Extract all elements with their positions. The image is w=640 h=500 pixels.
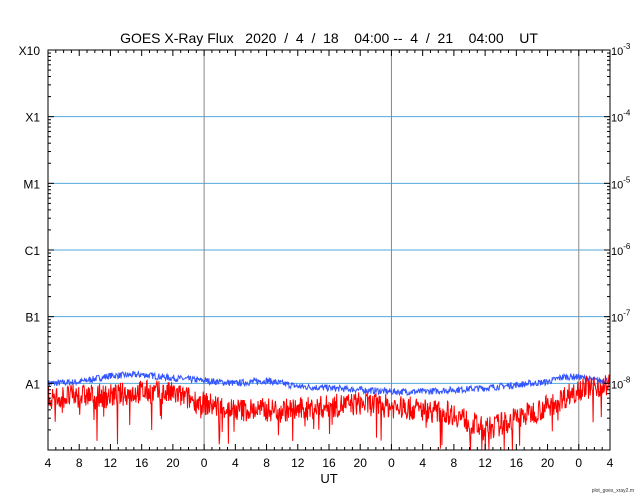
series-line-red: [47, 374, 611, 451]
right-axis-label: 10-3: [611, 42, 631, 58]
x-tick-label: 0: [388, 456, 395, 470]
x-tick-label: 0: [575, 456, 582, 470]
series-line-blue: [47, 369, 611, 397]
x-tick-label: 12: [291, 456, 305, 470]
left-axis-label: X10: [19, 44, 41, 58]
series-layer: [47, 369, 611, 451]
left-axis-label: X1: [25, 111, 40, 125]
x-tick-label: 20: [541, 456, 555, 470]
x-tick-label: 8: [76, 456, 83, 470]
x-tick-label: 4: [607, 456, 614, 470]
x-tick-label: 4: [419, 456, 426, 470]
x-tick-label: 12: [478, 456, 492, 470]
x-tick-label: 16: [322, 456, 336, 470]
left-axis-label: M1: [23, 177, 40, 191]
right-axis-label: 10-8: [611, 375, 631, 391]
left-axis-label: B1: [25, 311, 40, 325]
x-tick-label: 20: [166, 456, 180, 470]
right-axis-label: 10-4: [611, 109, 631, 125]
right-axis-label: 10-7: [611, 309, 631, 325]
x-tick-label: 4: [45, 456, 52, 470]
right-axis-label: 10-6: [611, 242, 631, 258]
x-tick-label: 16: [510, 456, 524, 470]
x-tick-label: 16: [135, 456, 149, 470]
x-tick-label: 0: [201, 456, 208, 470]
x-tick-label: 8: [451, 456, 458, 470]
x-axis-label: UT: [320, 471, 337, 486]
chart-title: GOES X-Ray Flux 2020 / 4 / 18 04:00 -- 4…: [120, 30, 538, 46]
right-axis-label: 10-5: [611, 175, 631, 191]
x-tick-label: 12: [104, 456, 118, 470]
axis-layer: X10 X1 M1 C1 B1 A1 10-3 10-4 10-5 10-6 10-7 10-8 4 8 1…: [19, 42, 631, 486]
x-tick-label: 8: [263, 456, 270, 470]
footer-text: plot_goes_xray2.m: [591, 488, 634, 494]
left-axis-label: C1: [25, 244, 41, 258]
x-tick-label: 20: [354, 456, 368, 470]
x-tick-label: 4: [232, 456, 239, 470]
left-axis-label: A1: [25, 377, 40, 391]
